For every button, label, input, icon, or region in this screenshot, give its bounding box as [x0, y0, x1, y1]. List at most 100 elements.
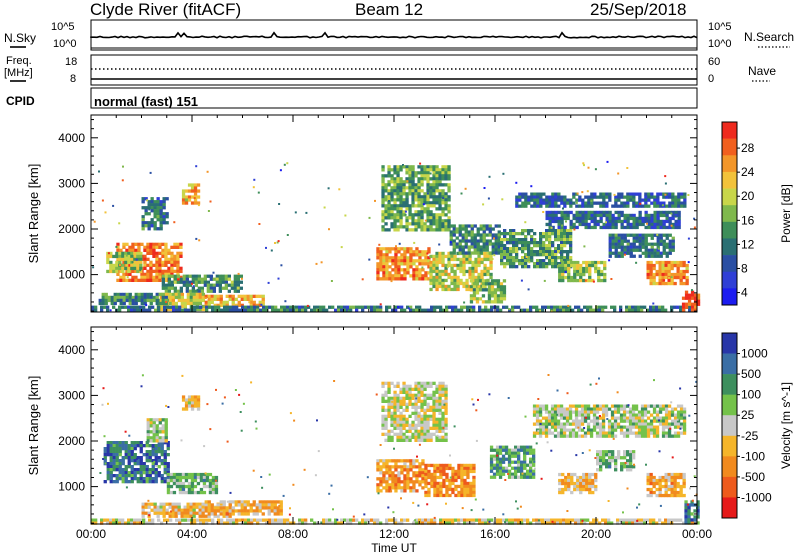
data-cell: [429, 228, 433, 232]
data-cell: [405, 222, 409, 226]
data-cell: [394, 262, 398, 266]
data-cell: [420, 219, 424, 223]
data-cell: [417, 225, 421, 229]
data-cell: [184, 189, 189, 193]
data-cell: [334, 521, 338, 525]
data-cell: [173, 260, 177, 264]
data-cell: [536, 265, 540, 269]
data-cell: [668, 248, 672, 252]
data-cell: [587, 210, 591, 215]
data-cell: [554, 253, 558, 257]
data-cell: [122, 298, 126, 303]
data-cell: [653, 222, 657, 227]
data-cell: [599, 204, 603, 208]
data-cell: [496, 300, 501, 304]
data-cell: [127, 459, 131, 463]
data-cell: [223, 521, 227, 525]
data-cell: [200, 277, 204, 281]
data-cell: [429, 269, 433, 274]
data-cell: [433, 518, 437, 522]
colorbar-tick-label: 24: [741, 165, 755, 179]
data-cell: [176, 245, 180, 249]
data-cell: [677, 222, 681, 227]
data-cell: [415, 480, 419, 484]
data-cell: [118, 257, 122, 262]
data-cell: [149, 418, 153, 422]
data-cell: [497, 230, 501, 234]
data-cell: [385, 265, 389, 269]
data-cell: [399, 165, 403, 169]
data-cell: [599, 210, 603, 215]
data-cell: [390, 204, 394, 208]
data-cell: [315, 262, 318, 265]
data-cell: [489, 272, 493, 277]
colorbar-swatch: [722, 238, 737, 256]
data-cell: [656, 233, 660, 237]
data-cell: [469, 308, 473, 312]
data-cell: [164, 263, 168, 267]
data-cell: [197, 274, 201, 278]
data-cell: [492, 466, 497, 470]
data-cell: [243, 297, 247, 301]
data-cell: [620, 239, 624, 243]
data-cell: [145, 444, 149, 448]
data-cell: [136, 441, 140, 445]
data-cell: [190, 201, 195, 205]
data-cell: [479, 251, 483, 255]
data-cell: [671, 222, 675, 227]
data-cell: [206, 170, 209, 173]
data-cell: [417, 165, 421, 169]
data-cell: [214, 305, 218, 309]
data-cell: [503, 244, 507, 248]
data-cell: [582, 260, 586, 265]
data-cell: [441, 387, 445, 391]
data-cell: [449, 241, 452, 244]
data-cell: [533, 198, 537, 202]
data-cell: [444, 278, 448, 283]
data-cell: [127, 308, 131, 312]
data-cell: [149, 269, 153, 273]
data-cell: [394, 468, 398, 472]
data-cell: [420, 387, 424, 391]
data-cell: [623, 248, 627, 252]
data-cell: [175, 472, 180, 477]
data-cell: [390, 216, 394, 220]
data-cell: [124, 465, 128, 469]
data-cell: [406, 247, 410, 251]
data-cell: [656, 248, 660, 252]
data-cell: [178, 481, 183, 486]
data-cell: [603, 266, 607, 271]
data-cell: [533, 253, 537, 257]
data-cell: [161, 292, 165, 297]
data-cell: [145, 308, 149, 312]
data-cell: [560, 250, 564, 254]
data-cell: [187, 475, 192, 480]
data-cell: [554, 201, 558, 205]
data-cell: [409, 250, 413, 254]
data-cell: [463, 472, 467, 477]
data-cell: [665, 210, 669, 215]
data-cell: [487, 197, 490, 200]
data-cell: [509, 232, 513, 236]
data-cell: [590, 213, 594, 218]
data-cell: [414, 402, 418, 406]
data-cell: [147, 221, 151, 225]
data-cell: [143, 248, 147, 252]
data-cell: [421, 474, 425, 478]
data-cell: [525, 256, 528, 258]
data-cell: [387, 438, 391, 442]
data-cell: [399, 201, 403, 205]
data-cell: [417, 420, 421, 424]
data-cell: [228, 297, 232, 301]
data-cell: [594, 168, 597, 171]
data-cell: [670, 260, 674, 265]
data-cell: [130, 308, 134, 312]
data-cell: [423, 171, 427, 175]
data-cell: [130, 453, 134, 457]
data-cell: [485, 248, 489, 252]
data-cell: [155, 266, 159, 270]
data-cell: [432, 180, 436, 184]
data-cell: [670, 272, 674, 277]
data-cell: [384, 381, 388, 385]
data-cell: [402, 438, 406, 442]
